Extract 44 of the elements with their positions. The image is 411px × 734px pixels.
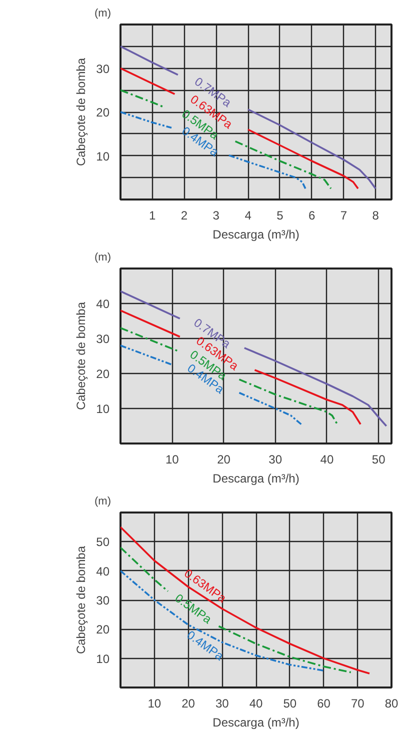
x-tick-label: 20: [182, 696, 196, 710]
y-axis-title: Cabeçote de bomba: [74, 546, 88, 654]
y-tick-label: 20: [96, 106, 110, 120]
y-tick-label: 10: [96, 402, 110, 416]
x-tick-label: 40: [249, 696, 263, 710]
x-axis-title: Descarga (m³/h): [212, 472, 300, 486]
x-tick-label: 30: [215, 696, 230, 710]
x-tick-label: 40: [320, 452, 334, 466]
y-tick-label: 30: [96, 62, 110, 76]
x-tick-label: 8: [372, 208, 380, 222]
y-tick-label: 40: [96, 564, 110, 578]
x-tick-label: 2: [180, 208, 188, 222]
y-tick-label: 10: [96, 149, 110, 164]
y-axis-title: Cabeçote de bomba: [74, 58, 88, 166]
x-tick-label: 50: [283, 696, 297, 710]
x-tick-label: 70: [350, 696, 365, 710]
line-series: [120, 526, 370, 674]
x-tick-label: 30: [268, 452, 282, 466]
y-tick-label: 30: [96, 594, 110, 608]
y-tick-label: 30: [96, 332, 110, 346]
x-tick-label: 5: [276, 208, 284, 222]
y-tick-label: 20: [96, 622, 110, 637]
x-tick-label: 80: [384, 696, 398, 710]
x-tick-label: 1: [149, 208, 156, 222]
y-tick-label: 50: [96, 535, 110, 550]
x-tick-label: 7: [340, 208, 348, 222]
x-tick-label: 50: [372, 452, 386, 466]
y-tick-label: 20: [96, 367, 110, 381]
x-tick-label: 60: [317, 696, 331, 710]
x-tick-label: 10: [148, 696, 162, 710]
line-series: [120, 570, 325, 672]
x-tick-label: 10: [165, 452, 180, 466]
text: (m): [94, 252, 111, 264]
x-tick-label: 6: [308, 208, 316, 222]
x-tick-label: 3: [212, 208, 220, 222]
x-axis-title: Descarga (m³/h): [212, 228, 300, 242]
text: (m): [94, 8, 111, 20]
y-tick-label: 10: [96, 652, 110, 666]
x-tick-label: 20: [217, 452, 231, 466]
x-axis-title: Descarga (m³/h): [212, 716, 300, 730]
text: (m): [94, 496, 111, 508]
y-axis-title: Cabeçote de bomba: [74, 302, 88, 410]
x-tick-label: 4: [244, 208, 252, 222]
y-tick-label: 40: [96, 297, 110, 311]
